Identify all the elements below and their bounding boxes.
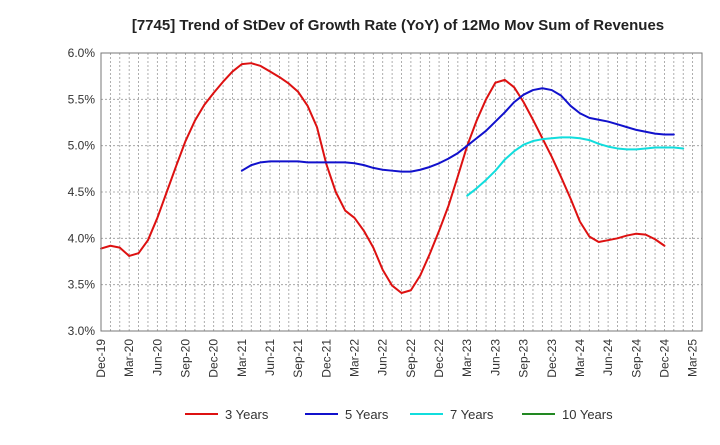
x-tick-label: Dec-19: [94, 339, 108, 378]
legend: 3 Years 5 Years 7 Years 10 Years: [185, 407, 613, 422]
x-tick-label: Sep-22: [404, 339, 418, 378]
plot-area-frame: [100, 52, 703, 332]
x-tick-label: Jun-24: [601, 339, 615, 376]
y-tick-label: 3.0%: [68, 324, 96, 338]
x-tick-label: Jun-20: [150, 339, 164, 376]
legend-label-5-years: 5 Years: [345, 407, 389, 422]
x-tick-label: Dec-23: [545, 339, 559, 378]
x-tick-label: Mar-24: [573, 339, 587, 377]
grid-layer: [101, 53, 702, 331]
legend-label-10-years: 10 Years: [562, 407, 613, 422]
x-tick-label: Sep-20: [179, 339, 193, 378]
x-tick-label: Dec-24: [657, 339, 671, 378]
y-tick-label: 5.0%: [68, 139, 96, 153]
series-layer: [100, 62, 685, 295]
series-line-7-years: [466, 136, 685, 197]
x-tick-label: Sep-23: [517, 339, 531, 378]
x-tick-label: Jun-22: [376, 339, 390, 376]
legend-label-7-years: 7 Years: [450, 407, 494, 422]
x-tick-label: Dec-20: [207, 339, 221, 378]
y-tick-label: 4.5%: [68, 185, 96, 199]
x-tick-label: Dec-22: [432, 339, 446, 378]
x-tick-label: Dec-21: [319, 339, 333, 378]
x-tick-label: Sep-24: [629, 339, 643, 378]
series-line-5-years: [240, 87, 675, 173]
x-tick-label: Mar-22: [348, 339, 362, 377]
x-tick-label: Mar-20: [122, 339, 136, 377]
y-axis-ticks: 3.0% 3.5% 4.0% 4.5% 5.0% 5.5% 6.0%: [68, 46, 96, 338]
legend-label-3-years: 3 Years: [225, 407, 269, 422]
chart-title: [7745] Trend of StDev of Growth Rate (Yo…: [132, 17, 664, 34]
x-tick-label: Jun-21: [263, 339, 277, 376]
x-axis-ticks: Dec-19 Mar-20 Jun-20 Sep-20 Dec-20 Mar-21 Jun-…: [94, 339, 700, 378]
x-tick-label: Sep-21: [291, 339, 305, 378]
y-tick-label: 3.5%: [68, 278, 96, 292]
series-line-3-years: [100, 62, 666, 295]
y-tick-label: 5.5%: [68, 92, 96, 106]
x-tick-label: Jun-23: [488, 339, 502, 376]
x-tick-label: Mar-23: [460, 339, 474, 377]
x-tick-label: Mar-21: [235, 339, 249, 377]
y-tick-label: 4.0%: [68, 231, 96, 245]
y-tick-label: 6.0%: [68, 46, 96, 60]
x-tick-label: Mar-25: [686, 339, 700, 377]
